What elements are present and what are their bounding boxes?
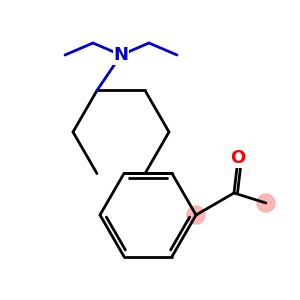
Circle shape [257,194,275,212]
Text: O: O [230,149,246,167]
Circle shape [187,206,205,224]
Text: N: N [113,46,128,64]
